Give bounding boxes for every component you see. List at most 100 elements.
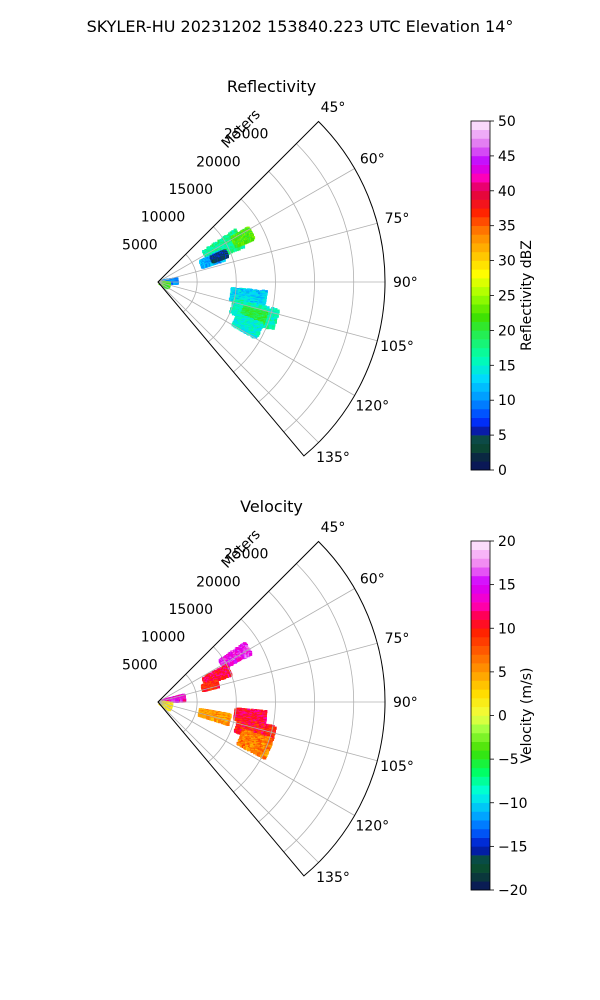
colorbar-tick-label: 25 <box>498 289 516 305</box>
echo-gate <box>258 292 262 296</box>
angle-tick-label: 105° <box>380 339 414 355</box>
echo-gate <box>231 312 236 316</box>
colorbar-segment <box>471 304 490 314</box>
grid-arc <box>208 226 237 343</box>
echo-gate <box>174 281 178 285</box>
angle-tick-label: 60° <box>360 151 385 167</box>
colorbar-segment <box>471 243 490 253</box>
echo-gate <box>249 652 253 656</box>
colorbar-segment <box>471 234 490 244</box>
colorbar-segment <box>471 435 490 445</box>
colorbar-tick-label: 15 <box>498 358 516 374</box>
colorbar-segment <box>471 461 490 471</box>
colorbar-tick-label: 5 <box>498 428 507 444</box>
colorbar-segment <box>471 443 490 453</box>
colorbar-segment <box>471 173 490 183</box>
radial-tick-label: 10000 <box>141 210 186 226</box>
echo-gate <box>233 248 237 252</box>
echo-gate <box>236 326 240 330</box>
echo-gate <box>246 726 250 730</box>
grid-spoke <box>157 281 355 396</box>
echo-gate <box>205 688 209 692</box>
echo-gate <box>231 249 235 253</box>
colorbar-segment <box>471 121 490 131</box>
echo-gate <box>252 716 256 721</box>
colorbar-segment <box>471 339 490 349</box>
echo-region <box>202 664 233 686</box>
angle-tick-label: 75° <box>385 211 410 227</box>
echo-gate <box>237 247 241 251</box>
echo-gate <box>269 740 273 744</box>
echo-gate <box>274 308 278 312</box>
echo-gate <box>237 731 241 735</box>
echo-gate <box>275 311 279 315</box>
echo-gate <box>253 712 257 716</box>
echo-gate <box>249 722 253 726</box>
colorbar-segment <box>471 321 490 331</box>
echo-gate <box>233 660 237 664</box>
colorbar-segment <box>471 452 490 462</box>
echo-gate <box>260 731 264 735</box>
echo-gate <box>234 312 238 317</box>
echo-gate <box>221 244 226 249</box>
colorbar-segment <box>471 278 490 288</box>
echo-gate <box>235 247 239 252</box>
echo-gate <box>260 725 264 729</box>
echo-gate <box>239 243 243 247</box>
echo-gate <box>230 233 234 237</box>
colorbar-segment <box>471 190 490 200</box>
echo-gate <box>231 304 235 308</box>
echo-gate <box>236 658 240 662</box>
echo-gate <box>230 231 234 235</box>
echo-gate <box>222 258 226 262</box>
angle-tick-label: 120° <box>355 399 389 415</box>
echo-gate <box>262 324 266 329</box>
echo-gate <box>258 306 262 310</box>
echo-gate <box>237 244 241 248</box>
radial-tick-label: 20000 <box>196 154 241 170</box>
colorbar-segment <box>471 260 490 270</box>
reflectivity-grid <box>157 143 385 443</box>
echo-gate <box>253 303 257 307</box>
echo-gate <box>217 677 221 681</box>
echo-gate <box>225 674 229 678</box>
echo-gate <box>256 292 260 296</box>
colorbar-segment <box>471 417 490 427</box>
grid-spoke <box>157 168 355 283</box>
grid-arc <box>283 143 355 433</box>
echo-gate <box>208 263 212 267</box>
echo-gate <box>214 685 218 690</box>
colorbar-segment <box>471 147 490 157</box>
echo-gate <box>235 726 239 730</box>
echo-gate <box>244 655 248 659</box>
colorbar-tick-label: 45 <box>498 149 516 165</box>
echo-gate <box>234 310 238 314</box>
colorbar-tick-label: 30 <box>498 254 516 270</box>
echo-gate <box>230 662 234 666</box>
colorbar-segment <box>471 164 490 174</box>
angle-tick-label: 45° <box>321 100 346 116</box>
echo-gate <box>218 260 222 264</box>
echo-gate <box>248 725 252 729</box>
echo-gate <box>262 725 266 729</box>
colorbar-segment <box>471 155 490 165</box>
grid-spoke <box>157 281 319 443</box>
echo-gate <box>263 747 267 751</box>
echo-gate <box>273 320 277 324</box>
colorbar-segment <box>471 408 490 418</box>
echo-gate <box>258 741 262 745</box>
echo-gate <box>230 290 234 294</box>
echo-gate <box>254 335 258 339</box>
echo-gate <box>216 685 220 689</box>
colorbar-segment <box>471 251 490 261</box>
colorbar-segment <box>471 347 490 357</box>
echo-gate <box>261 305 266 309</box>
colorbar-segment <box>471 312 490 322</box>
colorbar-segment <box>471 129 490 139</box>
echo-gate <box>234 305 238 310</box>
echo-gate <box>215 261 219 265</box>
echo-gate <box>243 289 247 293</box>
